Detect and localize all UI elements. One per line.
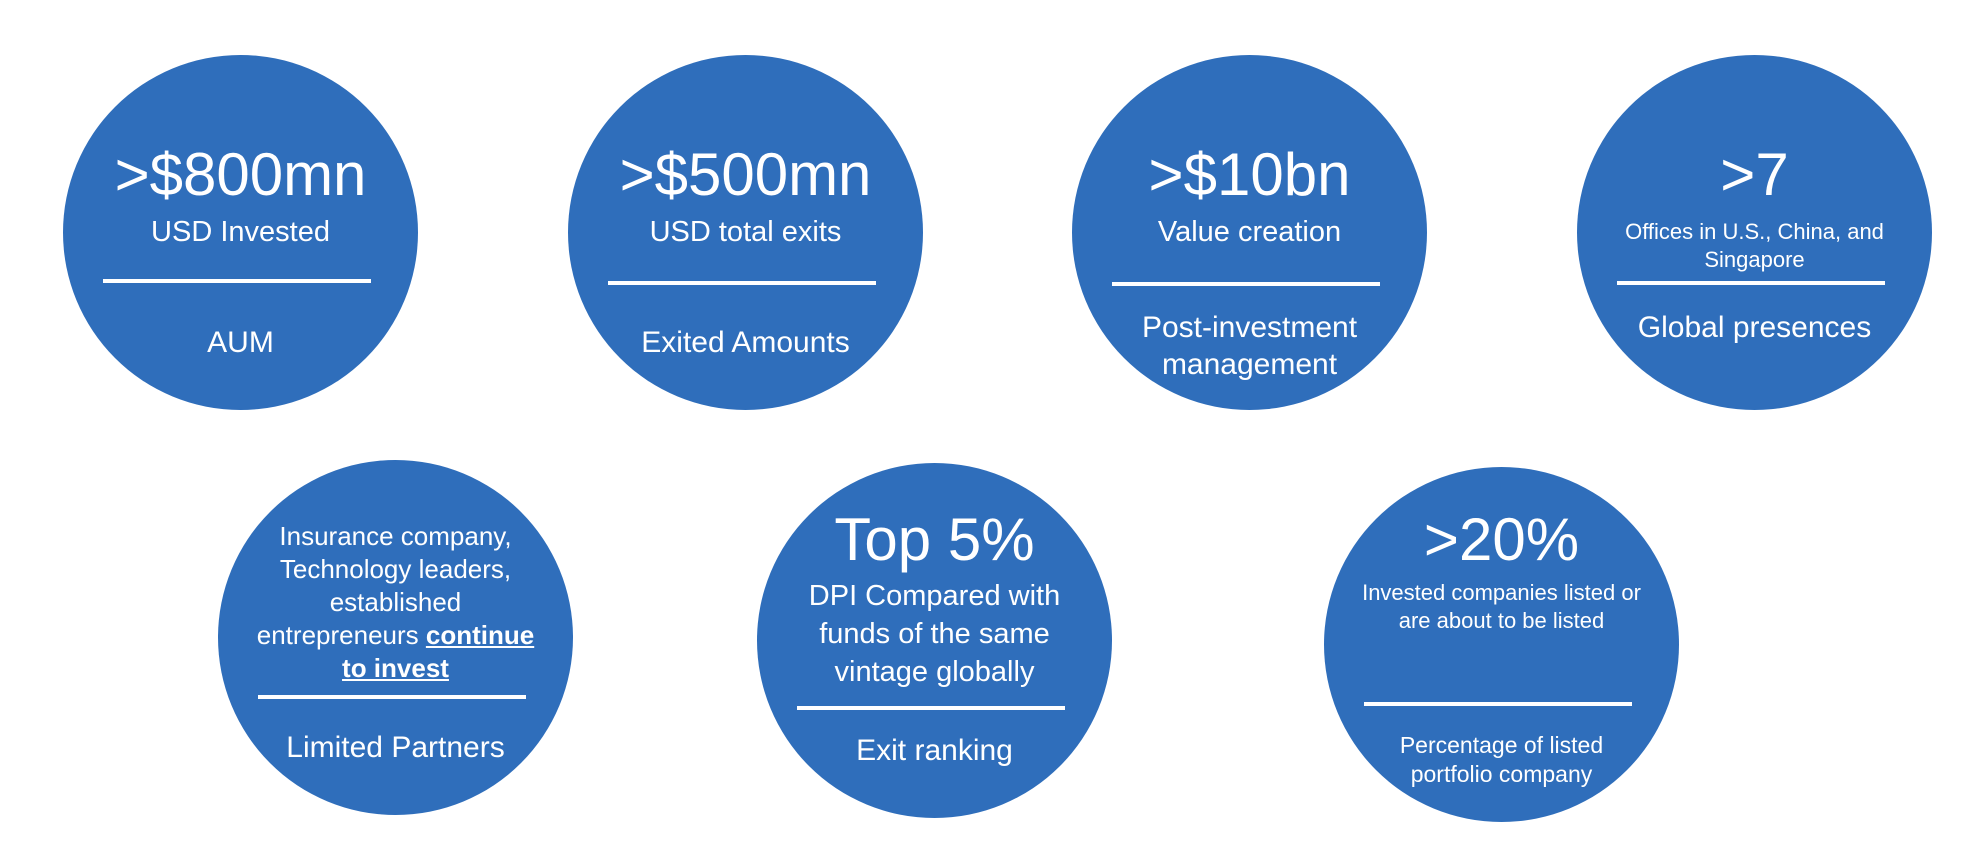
listed-label-line2: portfolio company — [1410, 761, 1593, 787]
value-creation-subtitle: Value creation — [1157, 216, 1342, 248]
offices-divider — [1617, 281, 1885, 285]
aum-headline: >$800mn — [114, 141, 367, 208]
value-creation-headline: >$10bn — [1148, 141, 1351, 208]
stat-circle-exit-ranking: Top 5% DPI Compared with funds of the sa… — [757, 463, 1112, 818]
aum-label: AUM — [207, 326, 274, 359]
lp-line4-plain: entrepreneurs — [256, 620, 426, 650]
listed-subtitle-line1: Invested companies listed or — [1362, 580, 1641, 605]
exit-ranking-line1: DPI Compared with — [808, 580, 1061, 612]
stat-circle-limited-partners: Insurance company, Technology leaders, e… — [218, 460, 573, 815]
exit-ranking-divider — [797, 706, 1065, 710]
lp-label: Limited Partners — [286, 731, 505, 764]
listed-divider — [1364, 702, 1632, 706]
listed-headline: >20% — [1423, 506, 1580, 573]
listed-label-line1: Percentage of listed — [1399, 732, 1604, 758]
lp-line1: Insurance company, — [279, 521, 512, 551]
stat-circle-value-creation: >$10bn Value creation Post-investment ma… — [1072, 55, 1427, 410]
exit-ranking-headline: Top 5% — [834, 506, 1035, 573]
stat-circle-exits: >$500mn USD total exits Exited Amounts — [568, 55, 923, 410]
aum-subtitle: USD Invested — [151, 216, 330, 248]
value-creation-divider — [1112, 282, 1380, 286]
stat-circle-listed: >20% Invested companies listed or are ab… — [1324, 467, 1679, 822]
lp-line2: Technology leaders, — [279, 554, 512, 584]
lp-line5: to invest — [218, 652, 573, 686]
exits-divider — [608, 281, 876, 285]
exit-ranking-line2: funds of the same — [819, 618, 1050, 650]
exits-subtitle: USD total exits — [649, 216, 842, 248]
value-creation-label-line1: Post-investment — [1141, 311, 1358, 344]
exits-headline: >$500mn — [619, 141, 872, 208]
offices-subtitle-line2: Singapore — [1704, 247, 1805, 272]
exit-ranking-label: Exit ranking — [856, 734, 1013, 767]
stat-circle-offices: >7 Offices in U.S., China, and Singapore… — [1577, 55, 1932, 410]
lp-line4: entrepreneurs continue — [218, 619, 573, 653]
lp-line3: established — [329, 587, 462, 617]
listed-subtitle-line2: are about to be listed — [1398, 608, 1605, 633]
exits-label: Exited Amounts — [641, 326, 850, 359]
offices-subtitle-line1: Offices in U.S., China, and — [1625, 219, 1884, 244]
lp-line5-emphasis: to invest — [342, 653, 449, 683]
offices-label: Global presences — [1637, 311, 1872, 344]
value-creation-label-line2: management — [1161, 348, 1338, 381]
exit-ranking-line3: vintage globally — [834, 656, 1035, 688]
lp-divider — [258, 695, 526, 699]
aum-divider — [103, 279, 371, 283]
lp-line4-emphasis: continue — [425, 620, 535, 650]
offices-headline: >7 — [1720, 141, 1789, 208]
stat-circle-aum: >$800mn USD Invested AUM — [63, 55, 418, 410]
